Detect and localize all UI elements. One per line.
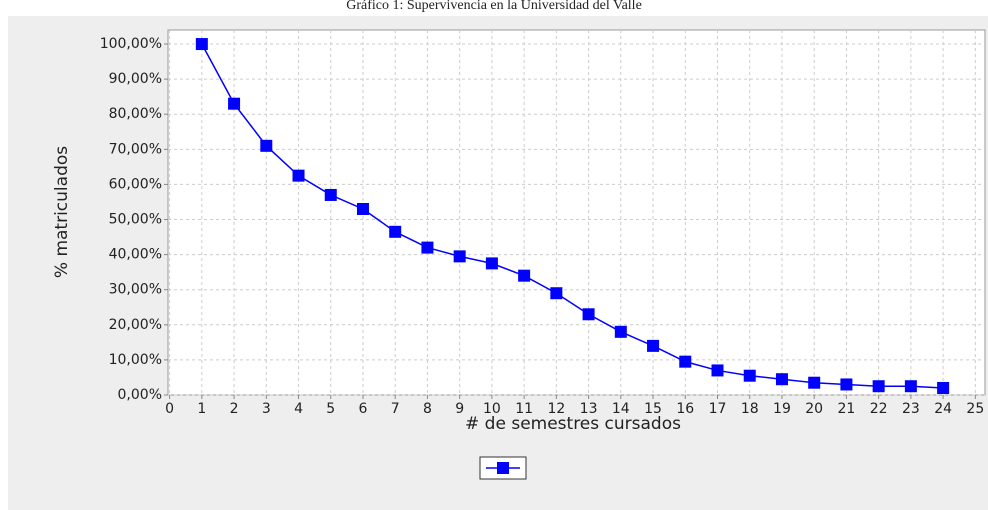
x-tick-label: 21: [838, 401, 856, 417]
x-tick-label: 2: [230, 401, 239, 417]
y-tick-label: 80,00%: [109, 106, 162, 122]
point: [840, 378, 853, 391]
point: [937, 381, 950, 394]
point: [711, 364, 724, 377]
x-tick-label: 17: [709, 401, 727, 417]
chart-title: Gráfico 1: Supervivencia en la Universid…: [346, 0, 642, 13]
x-tick-label: 7: [391, 401, 400, 417]
x-tick-label: 12: [547, 401, 565, 417]
point: [195, 38, 208, 51]
x-tick-label: 13: [580, 401, 598, 417]
x-tick-label: 0: [165, 401, 174, 417]
legend-marker: [497, 462, 509, 474]
x-tick-label: 9: [455, 401, 464, 417]
y-tick-label: 40,00%: [109, 247, 162, 263]
point: [324, 188, 337, 201]
x-tick-label: 23: [902, 401, 920, 417]
x-tick-label: 8: [423, 401, 432, 417]
y-tick-label: 100,00%: [100, 36, 162, 52]
y-tick-label: 0,00%: [118, 387, 162, 403]
y-tick-label: 70,00%: [109, 141, 162, 157]
x-tick-label: 20: [805, 401, 823, 417]
point: [292, 169, 305, 182]
point: [679, 355, 692, 368]
point: [228, 97, 241, 110]
point: [421, 241, 434, 254]
point: [356, 202, 369, 215]
x-tick-label: 22: [870, 401, 888, 417]
point: [808, 376, 821, 389]
x-tick-label: 6: [359, 401, 368, 417]
y-tick-label: 90,00%: [109, 71, 162, 87]
point: [453, 250, 466, 263]
point: [550, 287, 563, 300]
x-tick-label: 24: [934, 401, 952, 417]
x-tick-label: 18: [741, 401, 759, 417]
point: [647, 339, 660, 352]
point: [518, 269, 531, 282]
point: [743, 369, 756, 382]
point: [260, 139, 273, 152]
y-axis-label: % matriculados: [52, 146, 72, 278]
x-tick-label: 25: [966, 401, 984, 417]
x-tick-label: 3: [262, 401, 271, 417]
point: [582, 308, 595, 321]
point: [389, 225, 402, 238]
x-tick-label: 1: [197, 401, 206, 417]
x-tick-label: 10: [483, 401, 501, 417]
x-tick-label: 15: [644, 401, 662, 417]
y-tick-label: 60,00%: [109, 176, 162, 192]
point: [872, 380, 885, 393]
y-tick-label: 30,00%: [109, 282, 162, 298]
x-axis-label: # de semestres cursados: [465, 414, 681, 434]
y-tick-label: 10,00%: [109, 352, 162, 368]
x-tick-label: 16: [676, 401, 694, 417]
x-tick-label: 5: [326, 401, 335, 417]
point: [775, 373, 788, 386]
y-tick-label: 20,00%: [109, 317, 162, 333]
point: [614, 325, 627, 338]
point: [904, 380, 917, 393]
y-tick-label: 50,00%: [109, 212, 162, 228]
x-tick-label: 4: [294, 401, 303, 417]
point: [485, 257, 498, 270]
x-tick-label: 14: [612, 401, 630, 417]
x-tick-label: 11: [515, 401, 533, 417]
x-tick-label: 19: [773, 401, 791, 417]
plot-area: [167, 29, 986, 396]
